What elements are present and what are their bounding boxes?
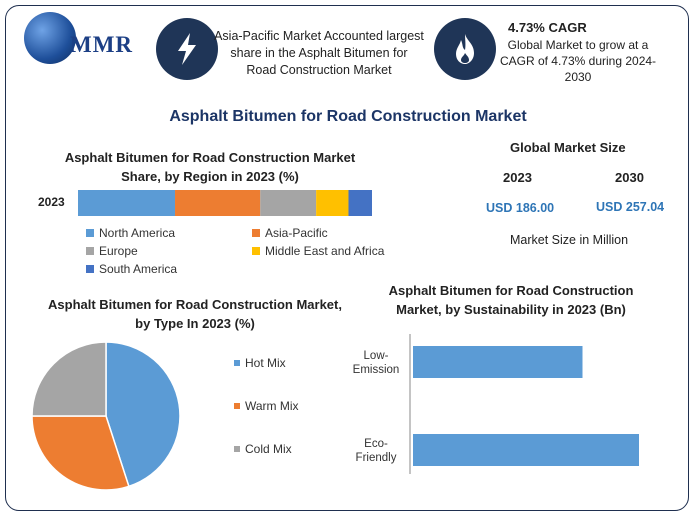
type-legend-item-warm-mix: Warm Mix	[234, 399, 299, 413]
market-size-year-2030: 2030	[615, 170, 644, 185]
type-legend: Hot Mix Warm Mix Cold Mix	[234, 356, 344, 466]
region-bar-segment-middle-east-and-africa	[316, 190, 349, 216]
region-statement: Asia-Pacific Market Accounted largest sh…	[214, 29, 424, 77]
region-legend-label: South America	[99, 262, 178, 276]
region-legend-label: North America	[99, 226, 176, 240]
sustainability-bar-chart: Low-Emission Eco-Friendly	[353, 334, 639, 474]
type-chart-title: Asphalt Bitumen for Road Construction Ma…	[48, 297, 342, 331]
type-legend-swatch	[234, 360, 240, 366]
type-legend-item-hot-mix: Hot Mix	[234, 356, 286, 370]
region-legend-label: Asia-Pacific	[265, 226, 328, 240]
logo-text: MMR	[70, 32, 134, 57]
pie-slice-warm-mix	[31, 415, 130, 491]
pie-slice-cold-mix	[31, 341, 107, 417]
region-legend-item-middle-east-and-africa: Middle East and Africa	[252, 244, 384, 258]
region-chart-year-label: 2023	[38, 195, 65, 209]
region-stacked-bar	[78, 190, 372, 216]
market-size-year-2023: 2023	[503, 170, 532, 185]
sustainability-bar-eco-friendly	[413, 434, 639, 466]
main-title: Asphalt Bitumen for Road Construction Ma…	[169, 108, 527, 125]
sustainability-category-label: Low-Emission	[353, 350, 400, 376]
globe-logo-icon	[24, 12, 76, 64]
region-bar-segment-europe	[260, 190, 317, 216]
sustainability-category-label: Eco-Friendly	[356, 438, 397, 464]
region-legend-swatch	[86, 247, 94, 255]
cagr-title: 4.73% CAGR	[508, 20, 587, 35]
region-bar-segment-asia-pacific	[175, 190, 261, 216]
market-size-value-2030: USD 257.04	[596, 200, 665, 214]
region-legend-label: Middle East and Africa	[265, 244, 385, 258]
region-legend-item-asia-pacific: Asia-Pacific	[252, 226, 328, 240]
region-legend-swatch	[86, 229, 94, 237]
region-legend-swatch	[252, 229, 260, 237]
cagr-text: Global Market to grow at a CAGR of 4.73%…	[499, 38, 657, 84]
type-legend-label: Warm Mix	[245, 399, 299, 413]
market-size-title: Global Market Size	[510, 140, 626, 155]
type-pie-chart	[31, 341, 181, 491]
market-size-unit-note: Market Size in Million	[510, 233, 629, 247]
region-legend-label: Europe	[99, 244, 138, 258]
region-chart-title: Asphalt Bitumen for Road Construction Ma…	[64, 150, 356, 184]
sustainability-chart-title: Asphalt Bitumen for Road Construction Ma…	[388, 283, 634, 317]
region-bar-segment-south-america	[348, 190, 372, 216]
type-legend-swatch	[234, 446, 240, 452]
region-legend: North America Asia-Pacific Europe Middle Ea…	[86, 226, 406, 282]
region-legend-item-north-america: North America	[86, 226, 175, 240]
lightning-bolt-icon	[156, 18, 218, 80]
region-legend-item-south-america: South America	[86, 262, 177, 276]
region-bar-segment-north-america	[78, 190, 176, 216]
type-legend-item-cold-mix: Cold Mix	[234, 442, 292, 456]
flame-icon	[434, 18, 496, 80]
type-legend-swatch	[234, 403, 240, 409]
sustainability-bar-low-emission	[413, 346, 583, 378]
region-legend-item-europe: Europe	[86, 244, 138, 258]
type-legend-label: Hot Mix	[245, 356, 286, 370]
market-size-value-2023: USD 186.00	[486, 201, 555, 215]
region-legend-swatch	[252, 247, 260, 255]
pie-slice-hot-mix	[105, 341, 181, 488]
type-legend-label: Cold Mix	[245, 442, 292, 456]
region-legend-swatch	[86, 265, 94, 273]
infographic-frame	[5, 5, 689, 511]
